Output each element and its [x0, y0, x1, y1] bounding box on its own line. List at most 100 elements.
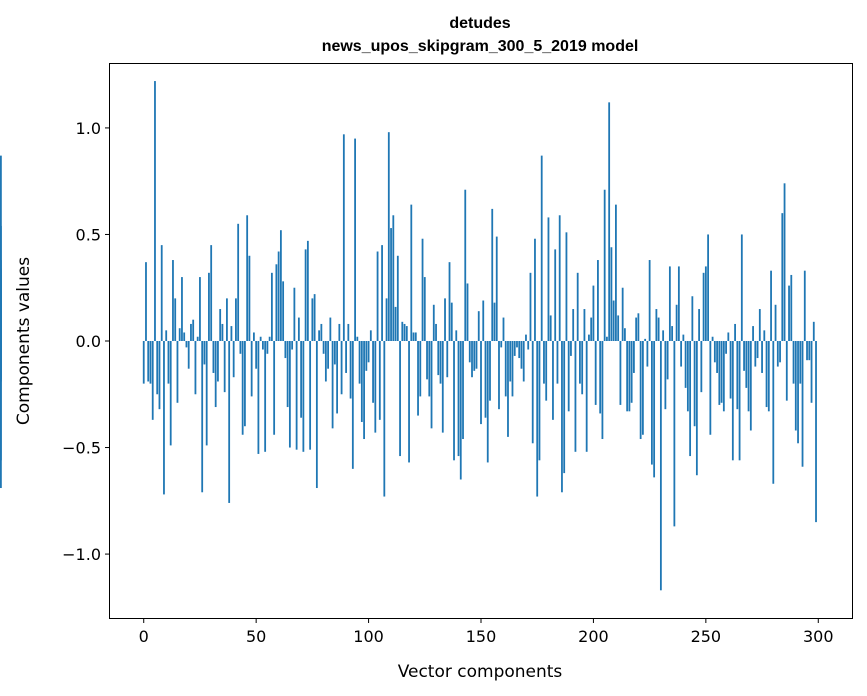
bar — [734, 323, 736, 341]
bar — [659, 341, 662, 591]
bar — [405, 326, 408, 341]
bar — [358, 341, 361, 384]
bar — [621, 287, 624, 341]
bar — [725, 341, 727, 354]
bar — [720, 341, 723, 403]
bar — [154, 81, 156, 342]
bar — [657, 317, 660, 341]
bar — [266, 341, 269, 354]
x-tick-label: 250 — [691, 627, 722, 646]
bar — [493, 302, 496, 341]
bar — [783, 183, 786, 341]
bar — [615, 204, 617, 341]
bar — [428, 341, 431, 397]
bar — [221, 323, 224, 341]
bar — [680, 341, 683, 367]
bar — [158, 341, 161, 410]
bar — [711, 336, 714, 341]
bar — [237, 223, 240, 341]
bar — [390, 228, 392, 341]
bar — [462, 341, 464, 440]
bar — [192, 319, 195, 341]
bar — [527, 341, 530, 350]
bar — [212, 341, 215, 373]
bar — [347, 323, 350, 341]
bar — [176, 341, 179, 403]
bar — [700, 341, 703, 393]
bar — [473, 341, 476, 371]
bar — [306, 240, 309, 341]
bar — [810, 341, 813, 403]
bar — [369, 330, 372, 341]
bar — [273, 341, 276, 435]
y-tick-label: 1.0 — [76, 119, 101, 138]
bar — [637, 313, 640, 341]
bar — [664, 341, 667, 410]
bar — [333, 341, 336, 365]
bar — [567, 341, 570, 412]
bar — [758, 309, 761, 341]
bar — [185, 341, 188, 348]
y-axis-label: Components values — [14, 257, 34, 425]
bar — [507, 341, 509, 437]
bar — [468, 341, 471, 363]
bar — [241, 341, 244, 435]
bar — [196, 336, 199, 341]
x-tick-label: 300 — [803, 627, 834, 646]
bar — [709, 341, 712, 435]
bar — [684, 341, 687, 388]
bar — [336, 341, 338, 414]
bar — [583, 309, 586, 341]
y-tick-label: 0.5 — [76, 225, 101, 244]
bar — [668, 266, 671, 341]
bar — [253, 332, 255, 341]
bar — [513, 341, 516, 356]
bar — [628, 341, 631, 412]
bar — [286, 341, 289, 408]
bar — [594, 341, 597, 405]
bar — [322, 341, 325, 354]
bar — [309, 341, 312, 450]
bar — [187, 341, 190, 369]
bar — [441, 341, 444, 433]
bar — [635, 317, 638, 341]
bar — [754, 341, 757, 367]
bar — [315, 341, 318, 489]
bar — [383, 341, 386, 497]
bar — [531, 341, 534, 444]
bar — [450, 302, 453, 341]
bar — [262, 341, 264, 350]
bar — [331, 341, 334, 429]
bar — [453, 341, 455, 461]
bar — [250, 341, 253, 397]
bar — [538, 341, 541, 461]
bar — [718, 341, 721, 405]
bar — [219, 309, 222, 341]
bar — [617, 315, 620, 341]
bar — [313, 294, 316, 341]
bar — [300, 341, 303, 418]
bar — [590, 317, 593, 341]
bar — [232, 341, 235, 378]
bar — [504, 341, 507, 397]
chart-subtitle: news_upos_skipgram_300_5_2019 model — [322, 38, 639, 55]
bar — [471, 341, 473, 378]
bar — [408, 341, 410, 463]
x-tick-label: 50 — [246, 627, 266, 646]
y-tick-label: −0.5 — [62, 439, 101, 458]
bar — [785, 341, 788, 401]
bar — [417, 341, 419, 416]
x-axis-ticks: 0 50 100 150 200 250 300 — [139, 618, 834, 646]
bar — [576, 272, 579, 341]
bar — [761, 341, 763, 373]
bar — [543, 341, 545, 384]
bar — [0, 155, 2, 341]
bar — [342, 134, 345, 341]
bar — [556, 341, 559, 384]
bar — [529, 272, 532, 341]
bar — [203, 341, 206, 365]
bar — [259, 336, 262, 341]
bar — [547, 217, 550, 341]
bar — [610, 247, 613, 341]
